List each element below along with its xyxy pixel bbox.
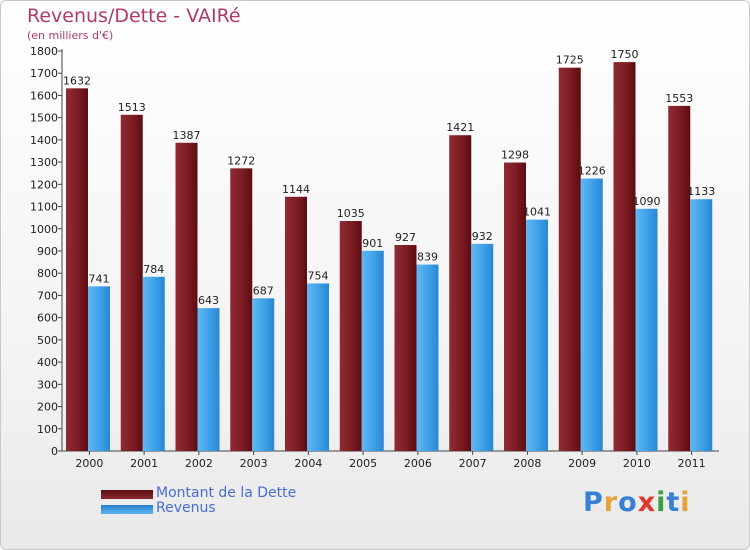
bar-revenus: [471, 243, 494, 451]
bar-dette: [339, 221, 362, 451]
bar-revenus: [580, 178, 603, 452]
y-tick-label: 1400: [30, 134, 58, 147]
y-tick-label: 1100: [30, 201, 58, 214]
y-tick-label: 0: [51, 445, 58, 458]
legend-label-dette: Montant de la Dette: [156, 485, 297, 501]
bar-revenus: [635, 208, 658, 451]
data-label-dette: 1750: [611, 48, 639, 61]
data-label-revenus: 839: [417, 251, 438, 264]
y-tick-label: 1200: [30, 178, 58, 191]
data-label-revenus: 643: [198, 294, 219, 307]
bar-dette: [66, 88, 88, 451]
data-label-dette: 1387: [173, 129, 201, 142]
x-tick-label: 2009: [568, 457, 596, 470]
data-label-dette: 1553: [665, 92, 693, 105]
bar-revenus: [142, 276, 165, 451]
bar-revenus: [526, 219, 548, 451]
bar-revenus: [361, 250, 384, 451]
bar-dette: [504, 162, 526, 452]
data-label-dette: 1298: [501, 149, 529, 162]
logo-letter: t: [666, 487, 681, 518]
x-tick-label: 2000: [75, 457, 103, 470]
data-label-revenus: 1041: [523, 206, 551, 219]
data-label-dette: 1421: [446, 121, 474, 134]
y-tick-label: 1300: [30, 156, 58, 169]
bar-dette: [613, 62, 636, 451]
legend-swatch-revenus: [101, 505, 153, 514]
y-tick-label: 300: [37, 378, 58, 391]
data-label-revenus: 754: [308, 269, 329, 282]
x-tick-label: 2004: [294, 457, 322, 470]
logo-letter: r: [603, 487, 619, 518]
data-label-dette: 1144: [282, 183, 310, 196]
data-label-dette: 1513: [118, 101, 146, 114]
data-label-dette: 1725: [556, 54, 584, 67]
x-tick-label: 2011: [678, 457, 706, 470]
chart-subtitle: (en milliers d'€): [27, 29, 114, 42]
y-tick-label: 100: [37, 423, 58, 436]
x-tick-label: 2005: [349, 457, 377, 470]
bar-dette: [668, 105, 691, 451]
y-tick-label: 1000: [30, 223, 58, 236]
bar-dette: [558, 67, 581, 452]
data-label-revenus: 901: [362, 237, 383, 250]
data-label-revenus: 1090: [633, 195, 661, 208]
y-tick-label: 400: [37, 356, 58, 369]
bar-dette: [120, 114, 143, 452]
bar-revenus: [252, 298, 275, 451]
logo-letter: i: [656, 487, 667, 518]
bar-revenus: [88, 286, 110, 451]
bar-revenus: [197, 308, 220, 451]
x-tick-label: 2008: [513, 457, 541, 470]
data-label-dette: 1035: [337, 207, 365, 220]
bar-dette: [285, 196, 307, 451]
y-tick-label: 900: [37, 245, 58, 258]
legend-label-revenus: Revenus: [156, 500, 216, 516]
bar-dette: [175, 142, 198, 451]
logo-letter: x: [637, 487, 657, 518]
y-tick-label: 800: [37, 267, 58, 280]
x-tick-label: 2002: [185, 457, 213, 470]
y-tick-label: 1500: [30, 112, 58, 125]
proxiti-logo: Proxiti: [583, 487, 691, 518]
data-label-dette: 927: [395, 231, 416, 244]
data-label-revenus: 741: [89, 272, 110, 285]
bar-revenus: [416, 264, 439, 451]
y-tick-label: 700: [37, 289, 58, 302]
x-tick-label: 2001: [130, 457, 158, 470]
logo-letter: P: [583, 487, 604, 518]
legend-swatch-dette: [101, 490, 153, 499]
y-tick-label: 600: [37, 312, 58, 325]
y-tick-label: 1700: [30, 67, 58, 80]
bar-revenus: [307, 283, 329, 451]
y-tick-label: 500: [37, 334, 58, 347]
chart-title: Revenus/Dette - VAIRé: [27, 5, 241, 27]
x-tick-label: 2007: [459, 457, 487, 470]
data-label-revenus: 784: [143, 263, 164, 276]
y-tick-label: 1800: [30, 45, 58, 58]
x-tick-label: 2003: [240, 457, 268, 470]
data-label-revenus: 687: [253, 284, 274, 297]
x-tick-label: 2006: [404, 457, 432, 470]
data-label-dette: 1632: [63, 74, 91, 87]
data-label-dette: 1272: [227, 154, 255, 167]
x-tick-label: 2010: [623, 457, 651, 470]
logo-letter: o: [618, 487, 638, 518]
bar-revenus: [690, 199, 713, 451]
data-label-revenus: 932: [472, 230, 493, 243]
bar-dette: [230, 168, 253, 452]
data-label-revenus: 1133: [687, 185, 715, 198]
y-tick-label: 200: [37, 401, 58, 414]
bar-dette: [449, 135, 472, 451]
bar-dette: [394, 245, 417, 451]
y-tick-label: 1600: [30, 89, 58, 102]
data-label-revenus: 1226: [578, 165, 606, 178]
logo-letter: i: [680, 487, 691, 518]
